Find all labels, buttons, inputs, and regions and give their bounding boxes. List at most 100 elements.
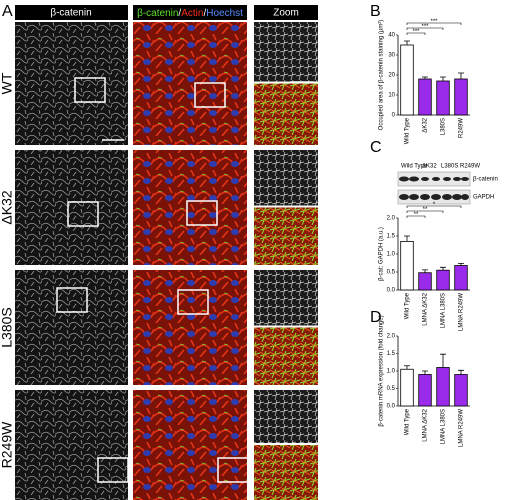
bar [436, 269, 450, 291]
zoom-image [254, 207, 318, 265]
bar [436, 367, 450, 407]
bar [454, 374, 468, 407]
roi-box [194, 82, 226, 108]
column-header: β-catenin [50, 8, 91, 19]
y-tick-label: 40 [388, 33, 395, 39]
column-header: Zoom [273, 8, 299, 19]
micrograph [15, 22, 128, 145]
band-label: β-catenin [473, 177, 498, 183]
y-tick-label: 1.0 [387, 369, 396, 375]
bar [454, 78, 468, 116]
roi-box [74, 77, 106, 103]
significance-bracket [406, 22, 462, 25]
bar [418, 272, 432, 291]
header-part: β-catenin [137, 8, 178, 19]
roi-box [67, 201, 99, 227]
error-bar [458, 262, 464, 266]
error-bar [458, 72, 464, 79]
x-tick-label: R249W [459, 118, 465, 138]
y-tick-label: 0.0 [387, 404, 396, 410]
y-tick-label: 30 [388, 53, 395, 59]
roi-box [177, 289, 209, 315]
y-tick-label: 0.5 [387, 386, 396, 392]
header-part: / [178, 8, 181, 19]
significance-label: *** [421, 24, 429, 30]
significance-label: ** [423, 207, 428, 213]
header-bar [254, 5, 318, 20]
panel-label: D [370, 309, 382, 326]
significance-label: *** [412, 29, 420, 35]
error-bar [440, 76, 446, 81]
lane-label: L380S [441, 164, 458, 170]
error-bar [404, 235, 410, 242]
panel-label: A [2, 3, 13, 20]
micrographs: β-catenin β-catenin/Actin/Hoechst Zoom [15, 5, 318, 20]
bar [400, 368, 414, 407]
y-tick-label: 2.0 [387, 216, 396, 222]
header-part: Actin [181, 8, 203, 19]
column-header: β-catenin/Actin/Hoechst [137, 8, 243, 19]
bar [436, 80, 450, 116]
x-tick-label: LMNA ΔK32 [423, 292, 429, 325]
row-label: WT [0, 72, 15, 94]
error-bar [404, 40, 410, 45]
roi-box [97, 457, 129, 483]
y-tick-label: 0.0 [387, 288, 396, 294]
error-bar [440, 353, 446, 368]
header-part: Hoechst [206, 8, 243, 19]
significance-bracket [406, 210, 444, 213]
error-bar [458, 369, 464, 375]
roi-box [56, 287, 88, 313]
y-tick-label: 1.5 [387, 351, 396, 357]
y-axis-label: β-catenin mRNA expression (fold change) [379, 315, 385, 426]
x-tick-label: LMNA R249W [459, 409, 465, 447]
x-tick-label: LMNA L380S [441, 293, 447, 328]
micrograph [133, 270, 247, 385]
bar [418, 374, 432, 407]
y-tick-label: 1.5 [387, 234, 396, 240]
bar [418, 78, 432, 116]
band-label: GAPDH [473, 195, 494, 201]
panel-label: C [370, 139, 382, 156]
y-tick-label: 0.5 [387, 270, 396, 276]
micrograph [133, 390, 247, 500]
significance-bracket [406, 215, 426, 218]
zoom-image [254, 327, 318, 385]
significance-bracket [406, 32, 426, 35]
error-bar [422, 76, 428, 79]
roi-box [217, 457, 249, 483]
micrograph [15, 390, 128, 500]
zoom-image [254, 270, 318, 326]
significance-label: ** [414, 212, 419, 218]
x-tick-label: Wild Type [405, 408, 411, 435]
y-tick-label: 10 [388, 93, 395, 99]
x-tick-label: LMNA L380S [441, 409, 447, 444]
y-tick-label: 20 [388, 73, 395, 79]
zoom-image [254, 150, 318, 206]
lane-label: ΔK32 [422, 164, 437, 170]
zoom-image [254, 22, 318, 82]
y-tick-label: 1.0 [387, 252, 396, 258]
bar [400, 44, 414, 116]
x-tick-label: Wild Type [405, 292, 411, 319]
header-part: / [203, 8, 206, 19]
micrograph [133, 22, 247, 145]
header-bar [133, 5, 247, 20]
bar [454, 265, 468, 291]
zoom-image [254, 83, 318, 145]
zoom-image [254, 390, 318, 443]
x-tick-label: LMNA R249W [459, 293, 465, 331]
y-axis-label: β-cat: GAPDH (a.u.) [379, 227, 385, 281]
significance-bracket [406, 205, 462, 208]
error-bar [422, 269, 428, 273]
error-bar [422, 370, 428, 375]
x-tick-label: L380S [441, 118, 447, 135]
roi-box [186, 200, 218, 226]
lane-label: R249W [460, 164, 480, 170]
lane-label: Wild Type [401, 164, 428, 170]
x-tick-label: LMNA ΔK32 [423, 408, 429, 441]
panel-label: B [370, 3, 381, 20]
row-label: ΔK32 [0, 190, 15, 224]
y-tick-label: 2.0 [387, 334, 396, 340]
